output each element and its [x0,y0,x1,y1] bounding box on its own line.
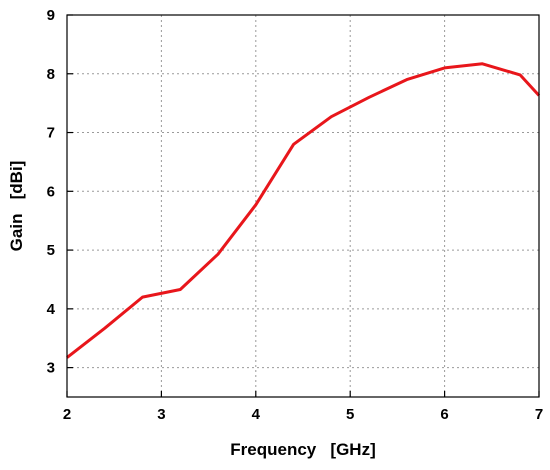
plot-frame [66,14,540,398]
y-tick-label: 5 [47,242,55,259]
y-axis-title: Gain [dBi] [7,161,26,252]
y-tick-label: 9 [47,7,55,24]
y-tick-label: 3 [47,360,55,377]
y-tick-labels: 3 4 5 6 7 8 9 [47,7,56,377]
axis-ticks [66,14,540,397]
x-axis-title: Frequency [GHz] [230,440,375,459]
x-tick-label: 4 [252,406,261,423]
y-tick-label: 7 [47,125,55,142]
series-layer [66,62,541,359]
y-tick-label: 4 [47,301,56,318]
x-tick-labels: 2 3 4 5 6 7 [63,406,543,423]
gain-series-line [66,62,541,359]
x-tick-label: 7 [535,406,543,423]
y-tick-label: 6 [47,183,55,200]
x-tick-label: 6 [440,406,448,423]
y-tick-label: 8 [47,66,55,83]
x-tick-label: 2 [63,406,71,423]
grid [67,15,539,397]
x-tick-label: 3 [157,406,165,423]
x-tick-label: 5 [346,406,354,423]
